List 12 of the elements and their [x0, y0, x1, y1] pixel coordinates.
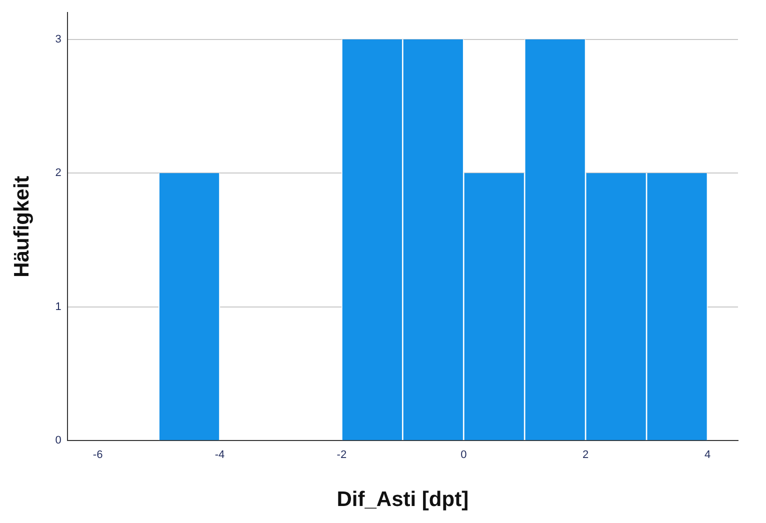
- x-tick-label: 2: [582, 449, 589, 462]
- x-tick-label: 4: [704, 449, 711, 462]
- y-tick-label: 1: [55, 300, 62, 313]
- x-tick-label: 0: [460, 449, 467, 462]
- y-tick-label: 3: [55, 33, 62, 46]
- x-axis-title: Dif_Asti [dpt]: [336, 488, 469, 512]
- x-tick-label: -4: [214, 449, 225, 462]
- y-tick-label: 0: [55, 434, 62, 447]
- y-axis-title: Häufigkeit: [10, 176, 34, 278]
- x-tick-label: -6: [92, 449, 103, 462]
- y-tick-label: 2: [55, 167, 62, 180]
- x-tick-label: -2: [336, 449, 347, 462]
